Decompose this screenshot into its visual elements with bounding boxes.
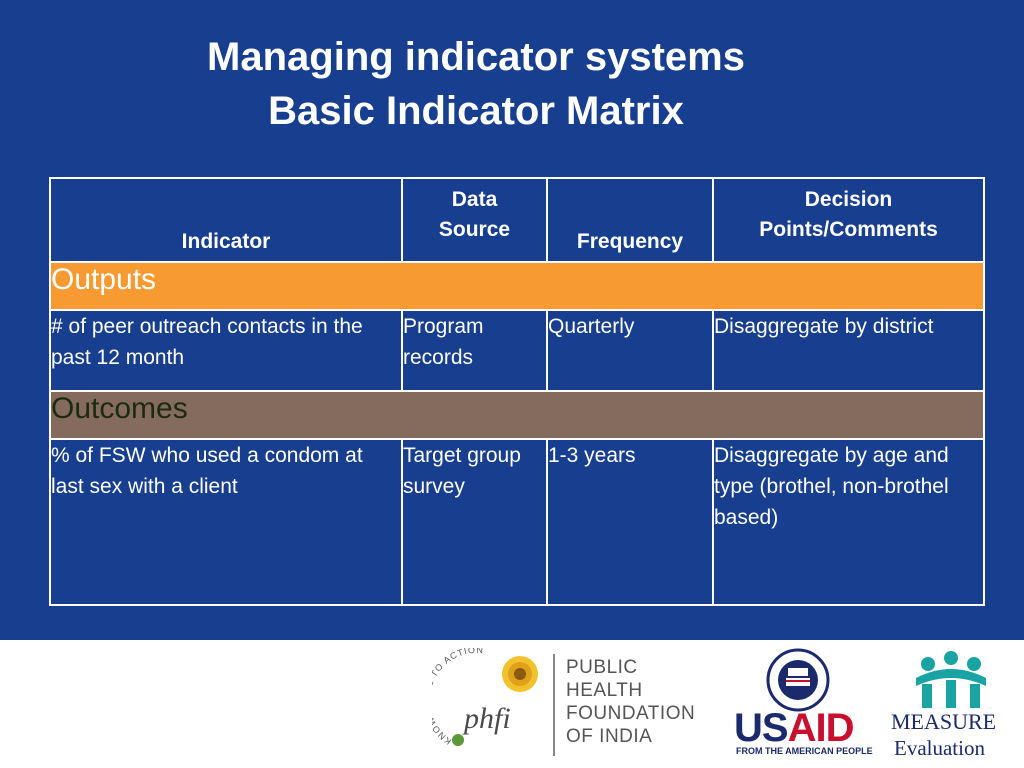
measure-people-icon: [916, 651, 986, 708]
header-frequency: Frequency: [546, 177, 714, 263]
usaid-us: US: [734, 706, 789, 750]
header-decision-line2: Points/Comments: [759, 218, 938, 241]
sunflower-icon: [502, 656, 538, 692]
header-data-source-line1: Data: [451, 188, 498, 211]
phfi-name-line: HEALTH: [566, 680, 643, 701]
section-outcomes-label: Outcomes: [49, 390, 985, 440]
table-header-row: Indicator Data Source Frequency Decision P…: [49, 177, 985, 263]
usaid-aid: AID: [787, 706, 855, 750]
header-decision-line1: Decision: [804, 188, 893, 211]
cell-frequency: 1-3 years: [546, 438, 714, 606]
cell-indicator: % of FSW who used a condom at last sex w…: [49, 438, 403, 606]
header-indicator: Indicator: [49, 177, 403, 263]
slide-subtitle: Basic Indicator Matrix: [268, 89, 684, 133]
cell-comments: Disaggregate by district: [712, 309, 985, 392]
cell-data-source: Program records: [401, 309, 548, 392]
phfi-name: PUBLIC HEALTH FOUNDATION OF INDIA: [566, 656, 695, 748]
section-outputs-label: Outputs: [49, 261, 985, 311]
measure-evaluation-label: Evaluation: [894, 736, 985, 760]
cell-data-source: Target group survey: [401, 438, 548, 606]
phfi-name-line: FOUNDATION: [566, 703, 696, 724]
measure-wordmark: MEASURE: [891, 709, 997, 734]
phfi-mark: phfi: [462, 702, 511, 735]
section-outcomes-row: Outcomes: [49, 390, 985, 440]
cell-indicator: # of peer outreach contacts in the past …: [49, 309, 403, 392]
header-decision-points: Decision Points/Comments: [712, 177, 985, 263]
cell-frequency: Quarterly: [546, 309, 714, 392]
indicator-matrix-table: Indicator Data Source Frequency Decision P…: [49, 177, 985, 606]
phfi-name-line: PUBLIC: [566, 657, 638, 678]
slide-title: Managing indicator systems: [207, 35, 745, 79]
phfi-divider: [553, 654, 555, 756]
cell-comments: Disaggregate by age and type (brothel, n…: [712, 438, 985, 606]
header-data-source: Data Source: [401, 177, 548, 263]
leaf-icon: [452, 734, 464, 746]
table-row: # of peer outreach contacts in the past …: [49, 309, 985, 392]
usaid-tagline: FROM THE AMERICAN PEOPLE: [736, 746, 873, 756]
usaid-seal-icon: [766, 648, 830, 712]
table-row: % of FSW who used a condom at last sex w…: [49, 438, 985, 606]
usaid-wordmark: USAID: [734, 706, 855, 750]
phfi-name-line: OF INDIA: [566, 726, 653, 747]
phfi-logo: KNOWLEDGE TO ACTION phfi: [432, 648, 538, 747]
header-data-source-line2: Source: [438, 218, 511, 241]
section-outputs-row: Outputs: [49, 261, 985, 311]
